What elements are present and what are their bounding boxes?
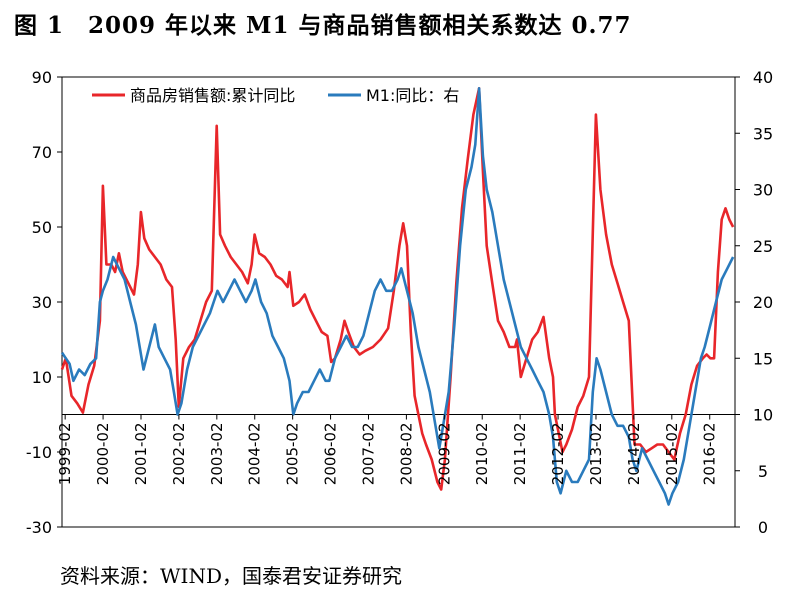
x-tick-label: 1999-02 bbox=[56, 423, 74, 486]
legend-label-m1: M1:同比：右 bbox=[366, 86, 459, 105]
right-tick-label: 30 bbox=[753, 181, 773, 200]
x-tick-label: 2007-02 bbox=[359, 423, 377, 486]
x-tick-label: 2016-02 bbox=[701, 423, 719, 486]
right-tick-label: 0 bbox=[758, 518, 768, 537]
series-line-m1 bbox=[60, 87, 735, 506]
x-tick-label: 2009-02 bbox=[435, 423, 453, 486]
series-layer bbox=[60, 87, 735, 506]
x-tick-label: 2011-02 bbox=[511, 423, 529, 486]
x-axis-tick-labels: 1999-02 2000-02 2001-02 2002-02 2003-02 2004-… bbox=[56, 414, 719, 486]
x-tick-label: 2010-02 bbox=[473, 423, 491, 486]
right-tick-label: 10 bbox=[753, 406, 773, 425]
legend-label-sales: 商品房销售额:累计同比 bbox=[130, 86, 295, 105]
x-tick-label: 2015-02 bbox=[663, 423, 681, 486]
right-tick-label: 25 bbox=[753, 237, 773, 256]
left-tick-label: -10 bbox=[26, 443, 52, 462]
right-tick-label: 35 bbox=[753, 124, 773, 143]
left-tick-label: 10 bbox=[32, 368, 52, 387]
left-tick-label: 50 bbox=[32, 218, 52, 237]
x-tick-label: 2002-02 bbox=[170, 423, 188, 486]
left-axis-tick-labels: 90 70 50 30 10 -10 -30 bbox=[26, 68, 62, 537]
x-tick-label: 2006-02 bbox=[322, 423, 340, 486]
right-tick-label: 5 bbox=[758, 462, 768, 481]
x-tick-label: 2000-02 bbox=[94, 423, 112, 486]
right-axis-tick-labels: 40 35 30 25 20 15 10 5 0 bbox=[735, 68, 773, 537]
x-tick-label: 2013-02 bbox=[587, 423, 605, 486]
x-tick-label: 2012-02 bbox=[549, 423, 567, 486]
x-tick-label: 2003-02 bbox=[208, 423, 226, 486]
x-tick-label: 2008-02 bbox=[397, 423, 415, 486]
x-tick-label: 2001-02 bbox=[132, 423, 150, 486]
left-tick-label: 70 bbox=[32, 143, 52, 162]
legend: 商品房销售额:累计同比 M1:同比：右 bbox=[92, 86, 459, 105]
figure-title: 图 1 2009 年以来 M1 与商品销售额相关系数达 0.77 bbox=[14, 12, 632, 39]
right-tick-label: 15 bbox=[753, 349, 773, 368]
right-tick-label: 40 bbox=[753, 68, 773, 87]
left-tick-label: -30 bbox=[26, 518, 52, 537]
x-tick-label: 2004-02 bbox=[246, 423, 264, 486]
left-tick-label: 90 bbox=[32, 68, 52, 87]
x-tick-label: 2005-02 bbox=[284, 423, 302, 486]
right-tick-label: 20 bbox=[753, 293, 773, 312]
source-note: 资料来源：WIND，国泰君安证券研究 bbox=[60, 564, 402, 588]
series-line-sales bbox=[60, 87, 735, 491]
x-tick-label: 2014-02 bbox=[625, 423, 643, 486]
left-tick-label: 30 bbox=[32, 293, 52, 312]
